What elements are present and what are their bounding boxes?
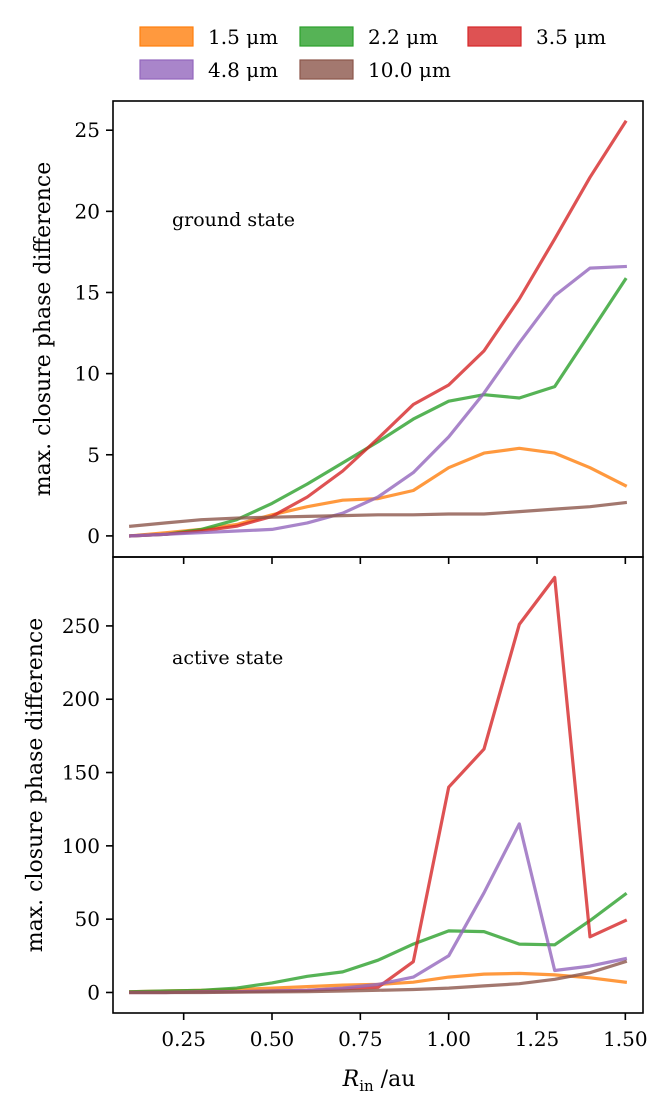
legend-label: 1.5 μm: [208, 25, 278, 49]
legend-swatch: [299, 26, 354, 47]
top-y-ticks: 0 5 10 15 20 25: [75, 118, 113, 548]
legend-swatch: [139, 59, 194, 80]
legend-entry-3-5-m: 3.5 μm: [467, 25, 606, 49]
top-series-line-4-8-m: [129, 264, 627, 538]
top-series-lines: [128, 119, 628, 538]
bottom-y-tick-label: 0: [87, 980, 100, 1004]
bottom-series-line-3-5-m: [129, 575, 628, 995]
top-y-tick-label: 5: [87, 443, 100, 467]
top-y-tick-label: 25: [75, 118, 100, 142]
legend-label: 3.5 μm: [536, 25, 606, 49]
legend-swatch: [139, 26, 194, 47]
bottom-axes-frame: [112, 556, 644, 1014]
bottom-series-line-10-0-m: [129, 959, 628, 995]
top-series-line-2-2-m: [129, 277, 628, 538]
legend-entry-10-0-m: 10.0 μm: [299, 58, 451, 82]
x-tick-label: 1.00: [426, 1027, 471, 1051]
legend-label: 4.8 μm: [208, 58, 278, 82]
bottom-y-tick-label: 250: [62, 614, 100, 638]
x-tick-label: 0.25: [161, 1027, 206, 1051]
top-y-axis-label: max. closure phase difference: [31, 162, 56, 496]
x-axis-label: Rin /au: [342, 1067, 416, 1095]
bottom-series-lines: [129, 575, 628, 995]
legend-entry-4-8-m: 4.8 μm: [139, 58, 278, 82]
top-y-tick-label: 0: [87, 524, 100, 548]
top-series-line-3-5-m: [129, 119, 628, 538]
panel-ground-state: 0 5 10 15 20 25 ground state max. closure pha…: [31, 100, 644, 564]
bottom-x-ticks: 0.25 0.50 0.75 1.00 1.25 1.50: [161, 1013, 648, 1051]
top-y-tick-label: 15: [75, 280, 100, 304]
x-tick-label: 1.50: [603, 1027, 648, 1051]
legend-swatch: [299, 59, 354, 80]
legend-swatch: [467, 26, 522, 47]
ground-state-annotation: ground state: [172, 209, 295, 231]
top-series-line-1-5-m: [128, 446, 628, 538]
legend-entry-1-5-m: 1.5 μm: [139, 25, 278, 49]
legend-entry-2-2-m: 2.2 μm: [299, 25, 438, 49]
x-tick-label: 1.25: [515, 1027, 560, 1051]
x-axis-label-subscript: in: [359, 1077, 374, 1095]
bottom-y-ticks: 0 50 100 150 200 250: [62, 614, 113, 1004]
bottom-y-tick-label: 100: [62, 834, 100, 858]
bottom-y-axis-label: max. closure phase difference: [23, 618, 48, 952]
bottom-y-tick-label: 200: [62, 687, 100, 711]
bottom-series-line-4-8-m: [129, 822, 628, 995]
legend: 1.5 μm 2.2 μm 3.5 μm 4.8 μm 10.0 μm: [139, 25, 606, 82]
panel-active-state: 0 50 100 150 200 250 0.25 0.50 0.75 1.00 1.25 1.50…: [23, 556, 648, 1051]
legend-label: 10.0 μm: [368, 58, 451, 82]
bottom-y-tick-label: 150: [62, 761, 100, 785]
top-y-tick-label: 20: [75, 199, 100, 223]
bottom-y-tick-label: 50: [75, 907, 100, 931]
x-tick-label: 0.50: [250, 1027, 295, 1051]
bottom-series-line-2-2-m: [129, 891, 628, 994]
legend-label: 2.2 μm: [368, 25, 438, 49]
top-axes-frame: [112, 100, 644, 558]
x-tick-label: 0.75: [338, 1027, 383, 1051]
x-axis-label-symbol: R: [342, 1067, 360, 1092]
top-y-tick-label: 10: [75, 362, 100, 386]
active-state-annotation: active state: [172, 647, 283, 669]
top-x-ticks: [182, 557, 627, 564]
x-axis-label-unit: /au: [374, 1067, 416, 1092]
top-series-line-10-0-m: [128, 500, 628, 528]
